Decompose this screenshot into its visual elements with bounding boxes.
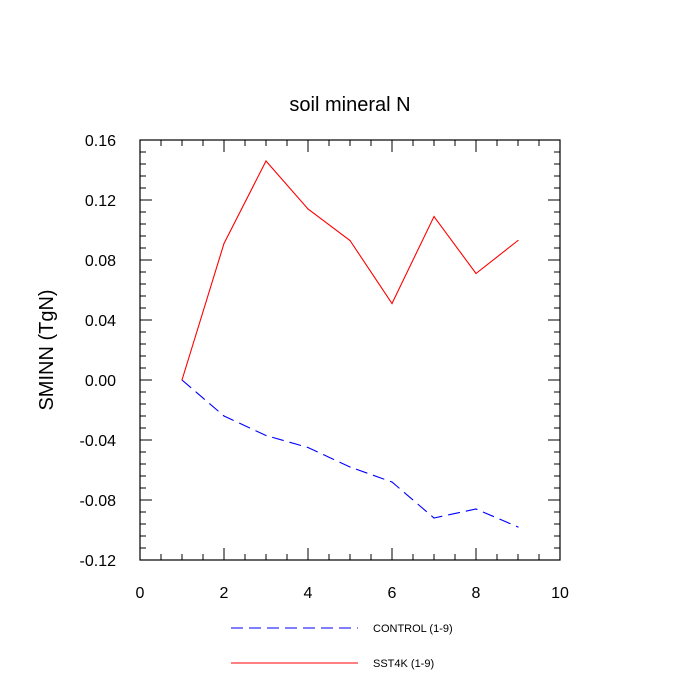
data-point — [517, 526, 519, 528]
plot-area: 0 2 4 6 8 10 -0.12 -0.08 -0.04 0.00 0.04 0.08 0.12 0.… — [80, 133, 569, 602]
x-tick-label: 6 — [388, 585, 397, 602]
data-point — [265, 434, 267, 437]
y-tick-label: -0.04 — [80, 433, 117, 450]
data-point — [391, 302, 393, 305]
series-line-sst4k — [181, 160, 519, 381]
series-line-control — [181, 379, 519, 528]
legend: CONTROL (1-9) SST4K (1-9) — [231, 623, 453, 670]
y-tick-label: 0.16 — [85, 133, 116, 150]
y-tick-label: 0.04 — [85, 313, 116, 330]
data-point — [349, 239, 351, 242]
x-tick-label: 0 — [136, 585, 145, 602]
plot-frame — [139, 139, 561, 561]
data-point — [307, 208, 309, 210]
y-tick-label: 0.08 — [85, 253, 116, 270]
x-tick-label: 2 — [220, 585, 229, 602]
legend-label: SST4K (1-9) — [373, 658, 434, 670]
y-tick-label: -0.12 — [80, 553, 117, 570]
data-point — [181, 379, 183, 381]
data-point — [475, 508, 477, 510]
data-point — [223, 415, 225, 417]
x-tick-label: 4 — [304, 585, 313, 602]
x-tick-label: 10 — [551, 585, 569, 602]
y-tick-label: 0.00 — [85, 373, 116, 390]
data-point — [349, 466, 351, 468]
y-tick-label: -0.08 — [80, 493, 117, 510]
data-point — [391, 481, 393, 483]
chart-title: soil mineral N — [289, 94, 410, 116]
data-point — [223, 242, 225, 245]
y-axis-label: SMINN (TgN) — [36, 289, 58, 410]
data-point — [517, 239, 519, 242]
data-point — [433, 215, 435, 218]
data-point — [475, 272, 477, 275]
y-tick-label: 0.12 — [85, 193, 116, 210]
data-point — [433, 517, 435, 519]
data-point — [265, 160, 267, 162]
legend-label: CONTROL (1-9) — [373, 623, 453, 635]
data-point — [307, 446, 309, 449]
x-tick-label: 8 — [472, 585, 481, 602]
